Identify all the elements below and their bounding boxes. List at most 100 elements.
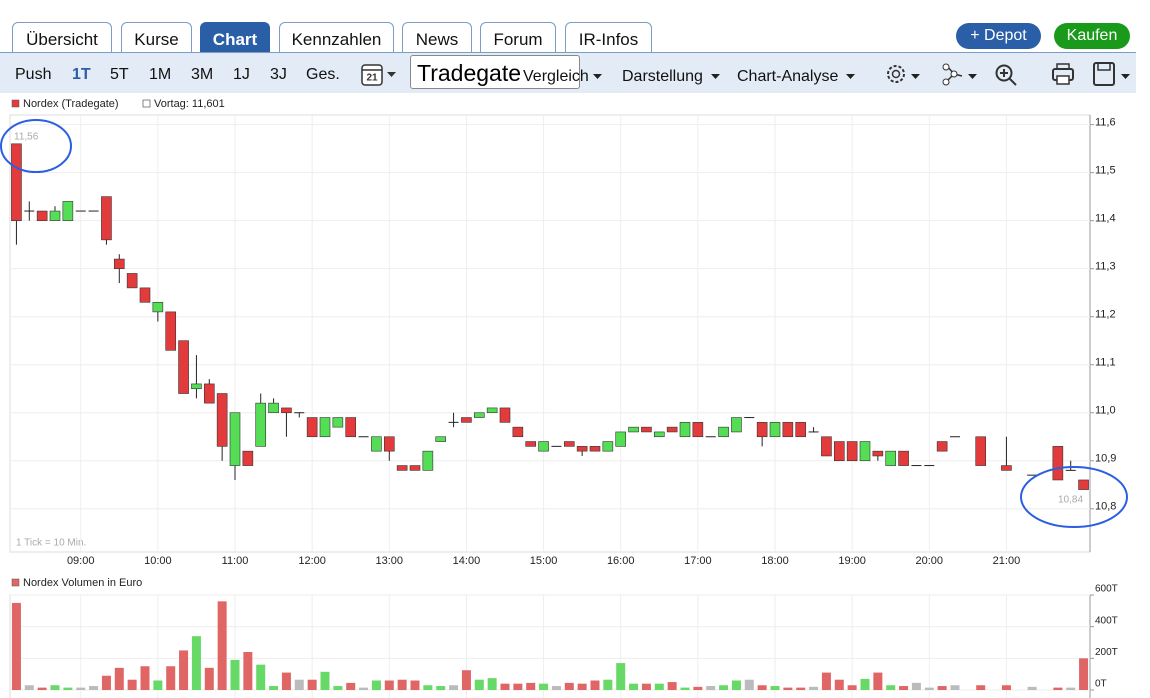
candle-body <box>885 450 897 466</box>
candle-body <box>165 311 177 351</box>
highlight-ellipse <box>1020 466 1128 528</box>
zoom-icon[interactable] <box>995 64 1013 82</box>
volume-bar <box>513 683 523 690</box>
volume-bar <box>37 687 47 690</box>
menu[interactable]: Vergleich <box>523 68 589 85</box>
period[interactable]: Ges. <box>306 66 340 83</box>
candle-body <box>396 465 408 471</box>
period[interactable]: 5T <box>110 66 129 83</box>
candle-body <box>461 417 472 423</box>
volume-bar <box>256 664 266 690</box>
volume-bar <box>693 686 703 690</box>
candle-body <box>795 422 807 438</box>
candle-body <box>152 301 164 313</box>
candle-body <box>846 441 858 462</box>
candle-body <box>281 407 292 414</box>
y-tick-label: 11,2 <box>1095 309 1116 321</box>
candle-body <box>499 407 511 423</box>
buy-button[interactable]: Kaufen <box>1054 23 1130 49</box>
y-tick-label: 600T <box>1095 584 1118 595</box>
volume-bar <box>603 679 613 690</box>
tab[interactable]: Forum <box>480 22 556 52</box>
volume-bar <box>50 685 60 690</box>
candle-body <box>268 402 279 414</box>
volume-bar <box>397 679 407 690</box>
period[interactable]: 1J <box>233 66 250 83</box>
volume-bar <box>924 687 934 690</box>
candle-body <box>49 210 61 221</box>
candle-body <box>512 426 524 438</box>
candle-body <box>769 422 781 438</box>
candle-body <box>821 436 832 457</box>
tab[interactable]: Übersicht <box>12 22 112 52</box>
volume-bar <box>706 686 716 690</box>
volume-bar <box>436 686 446 690</box>
tab[interactable]: Chart <box>200 22 270 52</box>
candle-body <box>1078 479 1089 490</box>
candle-body <box>679 422 691 438</box>
volume-bar <box>191 636 201 690</box>
candle-body <box>628 426 639 433</box>
volume-bar <box>140 666 150 690</box>
volume-bar <box>217 601 227 690</box>
candle-body <box>191 383 202 390</box>
period[interactable]: 3M <box>191 66 214 83</box>
volume-bar <box>873 672 883 690</box>
volume-bar <box>976 685 986 690</box>
candle-body <box>731 417 742 433</box>
calendar-button[interactable]: 21 <box>356 60 406 90</box>
volume-bar <box>114 667 124 690</box>
tab[interactable]: IR-Infos <box>565 22 652 52</box>
volume-bar <box>474 679 484 690</box>
volume-bar <box>423 685 433 690</box>
x-tick-label: 19:00 <box>838 555 866 567</box>
menu[interactable]: Darstellung <box>622 68 703 85</box>
volume-bar <box>847 685 857 690</box>
candle-body <box>139 287 151 303</box>
candle-body <box>242 450 254 466</box>
candle-body <box>641 426 652 433</box>
volume-bar <box>577 683 587 690</box>
y-tick-label: 10,8 <box>1095 501 1116 513</box>
candle-body <box>744 417 755 419</box>
volume-bar <box>410 680 420 690</box>
candle-body <box>486 407 498 414</box>
candle-body <box>203 383 215 404</box>
tab[interactable]: Kurse <box>121 22 192 52</box>
volume-bar <box>269 686 279 690</box>
candle-body <box>692 422 704 438</box>
period[interactable]: 1M <box>149 66 172 83</box>
candle-body <box>924 465 935 467</box>
indicator-icon <box>942 78 950 86</box>
legend-swatch <box>142 99 151 108</box>
save-icon[interactable] <box>1093 62 1115 86</box>
volume-bar <box>796 687 806 690</box>
tab[interactable]: News <box>402 22 472 52</box>
exchange-select[interactable]: Tradegate <box>410 55 580 89</box>
period[interactable]: 3J <box>270 66 287 83</box>
menu[interactable]: Chart-Analyse <box>737 68 839 85</box>
volume-bar <box>294 679 304 690</box>
settings-icon[interactable] <box>887 65 905 83</box>
candle-body <box>371 436 382 452</box>
y-tick-label: 0T <box>1095 679 1107 690</box>
candle-body <box>950 436 960 438</box>
x-tick-label: 18:00 <box>761 555 789 567</box>
volume-bar <box>24 685 34 690</box>
volume-bar <box>320 671 330 690</box>
y-tick-label: 400T <box>1095 615 1118 626</box>
depot-button[interactable]: + Depot <box>956 23 1041 49</box>
tab[interactable]: Kennzahlen <box>279 22 394 52</box>
print-icon <box>1056 63 1070 70</box>
volume-bar <box>89 686 99 690</box>
candle-body <box>422 450 434 471</box>
period[interactable]: 1T <box>72 66 91 83</box>
legend-swatch <box>11 578 20 587</box>
period[interactable]: Push <box>15 66 52 83</box>
volume-bar <box>564 682 574 690</box>
last-label: 10,84 <box>1058 495 1083 506</box>
candle-body <box>332 417 344 428</box>
x-tick-label: 10:00 <box>144 555 172 567</box>
settings-icon <box>891 69 901 79</box>
zoom-icon <box>1000 69 1017 86</box>
